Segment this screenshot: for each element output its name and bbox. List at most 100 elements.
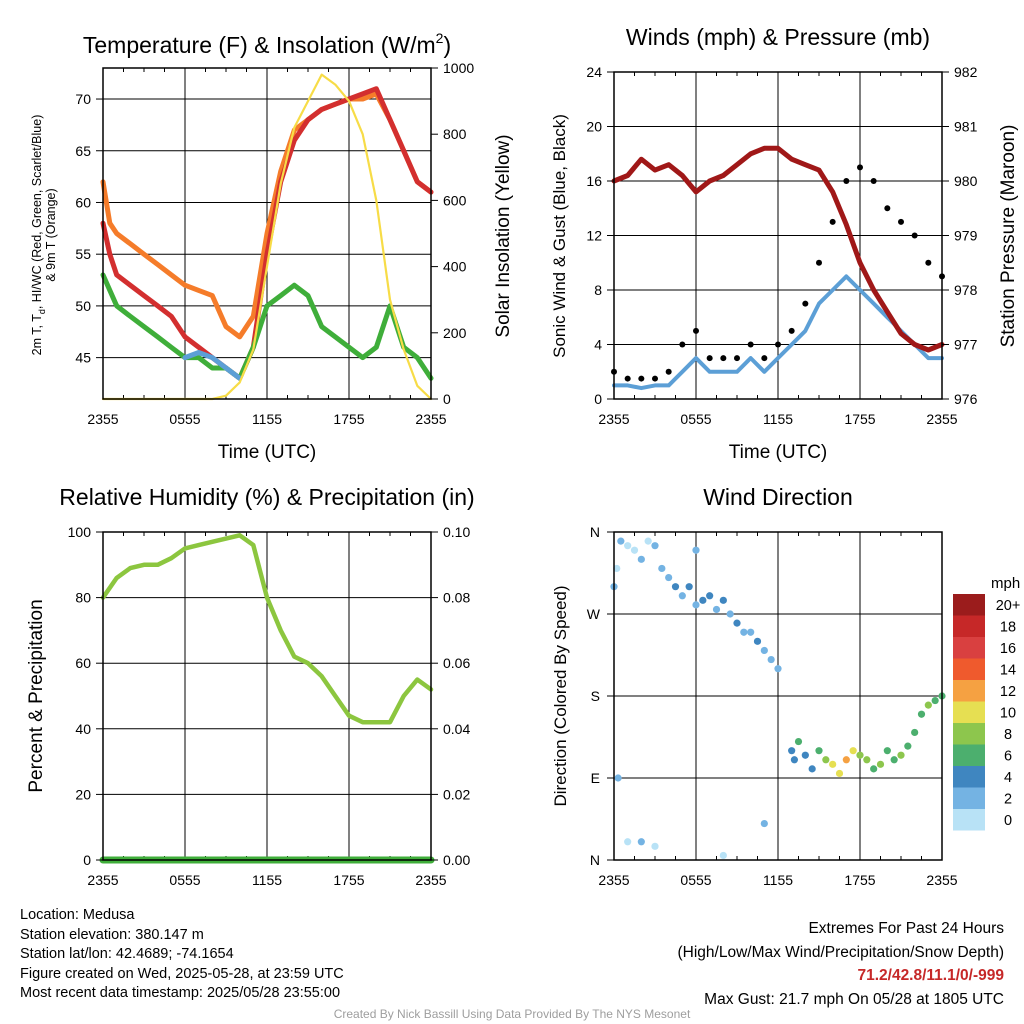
direction-point [651,842,659,850]
speed-legend-swatch [953,680,985,702]
direction-point [767,655,775,664]
dir-panel-title: Wind Direction [703,484,853,510]
rh-xtick-label: 1755 [333,872,364,888]
orange-temperature-line [100,91,434,340]
speed-legend-label: 20+ [996,598,1021,614]
gust-point [829,218,836,225]
direction-point [897,751,905,759]
wind-xtick-label: 1755 [844,411,875,427]
extremes-values: 71.2/42.8/11.1/0/-999 [857,967,1004,984]
wind-panel-ylabel: Sonic Wind & Gust (Blue, Black) [550,114,569,358]
speed-legend-label: 0 [1004,813,1012,829]
temp-xtick-label: 0555 [169,411,200,427]
direction-point [630,546,639,554]
wind-y2tick-label: 976 [954,391,978,407]
direction-point [876,760,885,768]
gust-point [624,375,631,382]
speed-legend-label: 14 [1000,663,1016,679]
temp-xtick-label: 1155 [252,411,282,427]
speed-legend-swatch [953,701,985,723]
direction-point [719,851,727,860]
gust-point [775,341,781,348]
direction-point [760,819,768,828]
rh-panel-title: Relative Humidity (%) & Precipitation (i… [59,484,474,510]
direction-point [801,751,809,759]
temp-ytick-label: 70 [75,91,91,107]
direction-point [651,542,659,550]
wind-ytick-label: 12 [586,228,602,244]
dir-ytick-label: E [591,770,600,786]
gust-point [706,355,713,362]
wind-xtick-label: 2355 [926,411,957,427]
wind-ytick-label: 20 [586,119,602,135]
speed-legend-label: 18 [1000,620,1016,636]
gust-point [788,327,795,334]
speed-legend-swatch [953,766,985,788]
direction-point [644,537,652,545]
pressure-line [611,145,945,353]
rh-xtick-label: 2355 [415,872,446,888]
direction-point [788,747,796,755]
wind-y2tick-label: 981 [954,119,978,135]
gust-point [638,375,645,382]
extremes-info: Extremes For Past 24 Hours (High/Low/Max… [678,917,1005,1011]
direction-point [870,765,878,773]
temp-y2tick-label: 400 [443,259,467,275]
rh-xtick-label: 2355 [87,872,118,888]
dir-ytick-label: W [587,606,601,622]
wind-ytick-label: 4 [594,337,602,353]
direction-point [924,701,932,709]
wind-xtick-label: 2355 [598,411,629,427]
direction-point [774,665,782,673]
wind-panel-title: Winds (mph) & Pressure (mb) [626,24,930,50]
station-info: Location: Medusa Station elevation: 380.… [20,906,344,1004]
direction-point [822,756,830,764]
direction-point [753,637,762,645]
direction-point [808,765,816,773]
wind-ytick-label: 16 [586,173,602,189]
temp-xtick-label: 2355 [87,411,118,427]
rh-xtick-label: 0555 [169,872,200,888]
temp-y2tick-label: 800 [443,126,467,142]
dir-xtick-label: 1155 [763,872,793,888]
speed-legend-swatch [953,787,985,809]
direction-point [712,605,721,614]
dir-xtick-label: 0555 [680,872,711,888]
direction-point [614,774,622,782]
direction-point [849,747,857,755]
speed-legend-label: 10 [1000,706,1016,722]
wind-y2tick-label: 979 [954,228,978,244]
station-elevation: Station elevation: 380.147 m [20,926,204,943]
speed-legend-swatch [953,744,985,766]
blue-temperature-line [182,350,243,381]
gust-point [898,218,904,225]
station-location: Location: Medusa [20,907,135,923]
speed-legend-label: 12 [1000,684,1016,700]
temp-y2tick-label: 600 [443,192,467,208]
direction-point [692,601,700,609]
temp-ytick-label: 45 [75,350,91,366]
direction-point [719,596,727,604]
green-temperature-line [100,272,434,381]
direction-point [931,696,939,705]
wind-panel-xlabel: Time (UTC) [729,442,828,463]
speed-legend-label: 8 [1004,727,1012,743]
max-gust: Max Gust: 21.7 mph On 05/28 at 1805 UTC [704,990,1004,1008]
direction-point [671,583,680,591]
sonic-wind-line [612,274,944,391]
gust-point [802,300,809,307]
direction-point [835,769,844,778]
dir-xtick-label: 2355 [926,872,957,888]
temp-frame [102,67,432,400]
dir-ytick-label: N [590,852,600,868]
rh-ytick-label: 100 [68,524,92,540]
temp-panel-y2label: Solar Insolation (Yellow) [493,134,514,337]
direction-point [613,564,621,573]
dir-ytick-label: S [591,688,600,704]
direction-point [699,596,707,604]
wind-ytick-label: 24 [586,64,602,80]
wind-y2tick-label: 977 [954,337,978,353]
temp-ytick-label: 60 [75,194,91,210]
speed-legend-swatch [953,615,985,637]
rh-y2tick-label: 0.06 [443,655,470,671]
